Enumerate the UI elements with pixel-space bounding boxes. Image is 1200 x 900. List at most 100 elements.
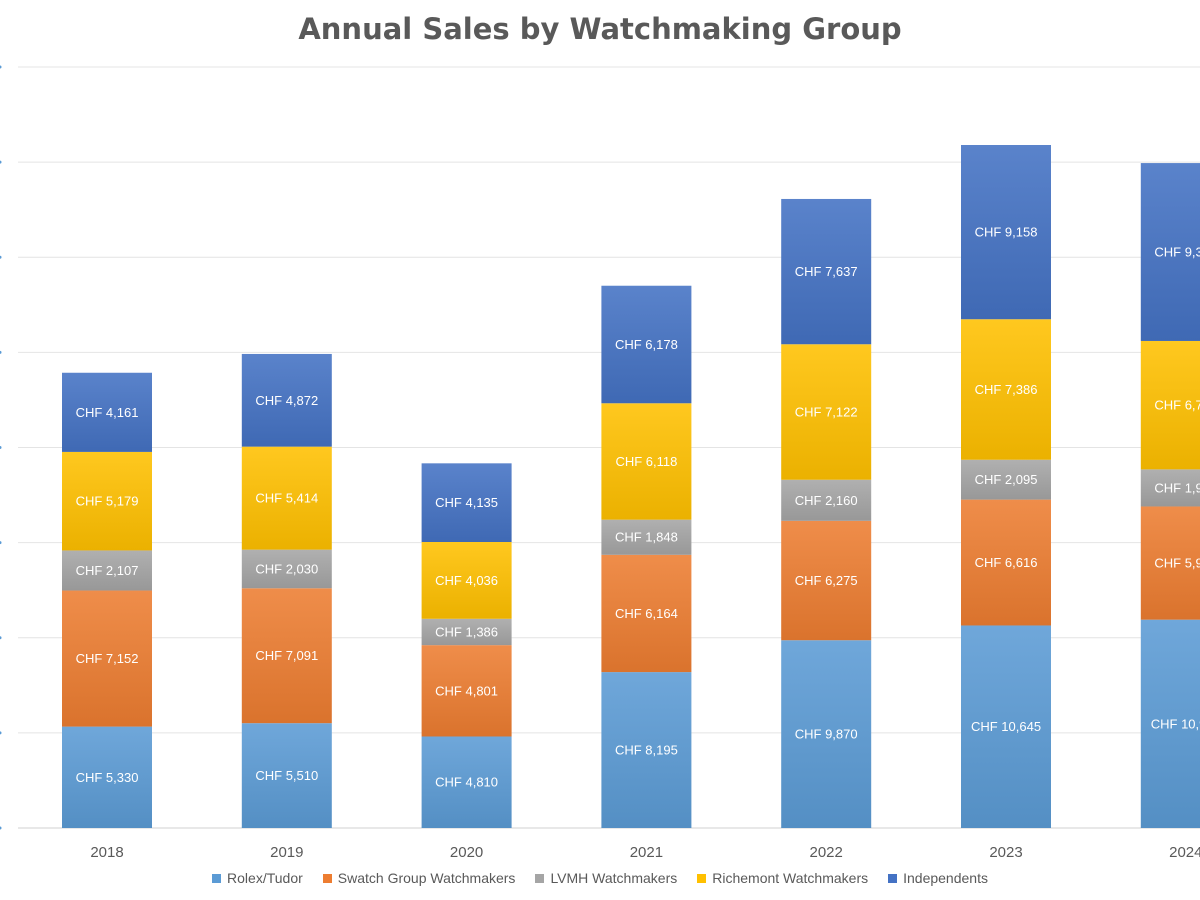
legend-item[interactable]: LVMH Watchmakers <box>535 870 677 886</box>
bar-segment-richemont-watchmakers[interactable] <box>1140 340 1200 470</box>
data-label: CHF 5,414 <box>255 491 318 506</box>
data-label: CHF 9,350 <box>1154 245 1200 260</box>
bar-segment-swatch-group-watchmakers[interactable] <box>421 645 512 737</box>
bar-segment-richemont-watchmakers[interactable] <box>961 319 1051 460</box>
bar-segment-lvmh-watchmakers[interactable] <box>781 479 872 521</box>
bar-segment-swatch-group-watchmakers[interactable] <box>781 520 872 641</box>
data-label: CHF 2,160 <box>795 493 858 508</box>
data-label: CHF 7,091 <box>255 648 318 663</box>
legend-label: Rolex/Tudor <box>227 870 303 886</box>
bar-segment-independents[interactable] <box>1140 163 1200 341</box>
data-label: CHF 5,950 <box>1154 556 1200 571</box>
data-label: CHF 10,645 <box>971 719 1041 734</box>
y-tick-mark <box>0 541 2 545</box>
data-label: CHF 7,386 <box>975 382 1038 397</box>
bar-segment-rolex-tudor[interactable] <box>781 640 872 828</box>
data-label: CHF 4,036 <box>435 573 498 588</box>
bar-segment-independents[interactable] <box>241 353 332 447</box>
data-label: CHF 7,152 <box>76 651 139 666</box>
data-label: CHF 6,616 <box>975 555 1038 570</box>
bar-segment-richemont-watchmakers[interactable] <box>601 403 692 520</box>
data-label: CHF 2,030 <box>255 561 318 576</box>
bar-segment-lvmh-watchmakers[interactable] <box>601 519 692 555</box>
y-tick-mark <box>0 826 2 830</box>
data-label: CHF 4,161 <box>76 405 139 420</box>
bar-segment-lvmh-watchmakers[interactable] <box>961 459 1051 500</box>
bar-segment-swatch-group-watchmakers[interactable] <box>1140 506 1200 620</box>
bar-segment-rolex-tudor[interactable] <box>1140 619 1200 828</box>
data-label: CHF 4,872 <box>255 393 318 408</box>
bar-segment-swatch-group-watchmakers[interactable] <box>62 590 152 727</box>
data-label: CHF 10,950 <box>1151 716 1200 731</box>
data-label: CHF 6,118 <box>615 454 677 469</box>
y-tick-mark <box>0 255 2 259</box>
data-label: CHF 2,107 <box>76 563 139 578</box>
legend-label: Independents <box>903 870 988 886</box>
bar-segment-rolex-tudor[interactable] <box>62 726 152 828</box>
data-label: CHF 6,178 <box>615 337 678 352</box>
legend-swatch <box>212 873 222 883</box>
x-tick-label: 2019 <box>270 844 303 861</box>
data-label: CHF 1,386 <box>435 624 498 639</box>
data-label: CHF 1,950 <box>1154 480 1200 495</box>
data-label: CHF 6,164 <box>615 606 678 621</box>
y-tick-mark <box>0 350 2 354</box>
bar-segment-rolex-tudor[interactable] <box>601 672 692 828</box>
data-label: CHF 4,801 <box>435 683 498 698</box>
data-label: CHF 4,135 <box>435 495 498 510</box>
bar-segment-lvmh-watchmakers[interactable] <box>241 549 332 589</box>
bar-segment-richemont-watchmakers[interactable] <box>421 541 512 619</box>
data-label: CHF 1,848 <box>615 530 678 545</box>
data-label: CHF 7,637 <box>795 264 858 279</box>
legend-item[interactable]: Independents <box>888 870 988 886</box>
bar-segment-swatch-group-watchmakers[interactable] <box>601 554 692 673</box>
y-tick-mark <box>0 446 2 449</box>
bar-segment-rolex-tudor[interactable] <box>421 736 512 828</box>
data-label: CHF 5,510 <box>255 768 318 783</box>
legend-item[interactable]: Rolex/Tudor <box>212 870 303 886</box>
data-label: CHF 9,870 <box>795 727 858 742</box>
data-label: CHF 4,810 <box>435 775 498 790</box>
legend: Rolex/Tudor Swatch Group Watchmakers LVMH … <box>0 870 1200 886</box>
bar-segment-rolex-tudor[interactable] <box>241 723 332 828</box>
bar-segment-swatch-group-watchmakers[interactable] <box>241 588 332 724</box>
data-label: CHF 9,158 <box>975 225 1038 240</box>
y-tick-mark <box>0 636 2 640</box>
data-label: CHF 5,330 <box>76 770 139 785</box>
bar-segment-richemont-watchmakers[interactable] <box>62 451 152 551</box>
legend-item[interactable]: Richemont Watchmakers <box>697 870 868 886</box>
legend-item[interactable]: Swatch Group Watchmakers <box>322 870 516 886</box>
legend-swatch <box>535 873 545 883</box>
bar-segment-independents[interactable] <box>961 145 1051 320</box>
data-label: CHF 6,275 <box>795 573 858 588</box>
data-label: CHF 2,095 <box>975 472 1038 487</box>
chart-title: Annual Sales by Watchmaking Group <box>298 12 902 46</box>
data-label: CHF 7,122 <box>795 404 858 419</box>
bar-segment-independents[interactable] <box>781 198 872 345</box>
bar-segment-lvmh-watchmakers[interactable] <box>421 618 512 646</box>
bar-segment-independents[interactable] <box>421 463 512 542</box>
bar-segment-richemont-watchmakers[interactable] <box>781 344 872 480</box>
legend-swatch <box>697 873 707 883</box>
bar-segment-swatch-group-watchmakers[interactable] <box>961 499 1051 626</box>
data-label: CHF 6,750 <box>1154 398 1200 413</box>
legend-label: LVMH Watchmakers <box>550 870 678 886</box>
data-label: CHF 8,195 <box>615 743 678 758</box>
legend-label: Swatch Group Watchmakers <box>337 870 516 886</box>
bar-segment-richemont-watchmakers[interactable] <box>241 446 332 550</box>
data-label: CHF 5,179 <box>76 494 139 509</box>
x-tick-label: 2022 <box>810 844 843 861</box>
x-tick-label: 2023 <box>989 844 1022 861</box>
bar-segment-lvmh-watchmakers[interactable] <box>1140 469 1200 507</box>
bar-segment-rolex-tudor[interactable] <box>961 625 1051 828</box>
y-tick-mark <box>0 65 2 69</box>
bar-segment-lvmh-watchmakers[interactable] <box>62 550 152 591</box>
x-tick-label: 2018 <box>90 844 123 861</box>
y-tick-mark <box>0 731 2 735</box>
bar-segment-independents[interactable] <box>601 285 692 404</box>
legend-swatch <box>322 873 332 883</box>
x-tick-label: 2021 <box>630 844 663 861</box>
legend-label: Richemont Watchmakers <box>712 870 869 886</box>
bar-segment-independents[interactable] <box>62 372 152 452</box>
